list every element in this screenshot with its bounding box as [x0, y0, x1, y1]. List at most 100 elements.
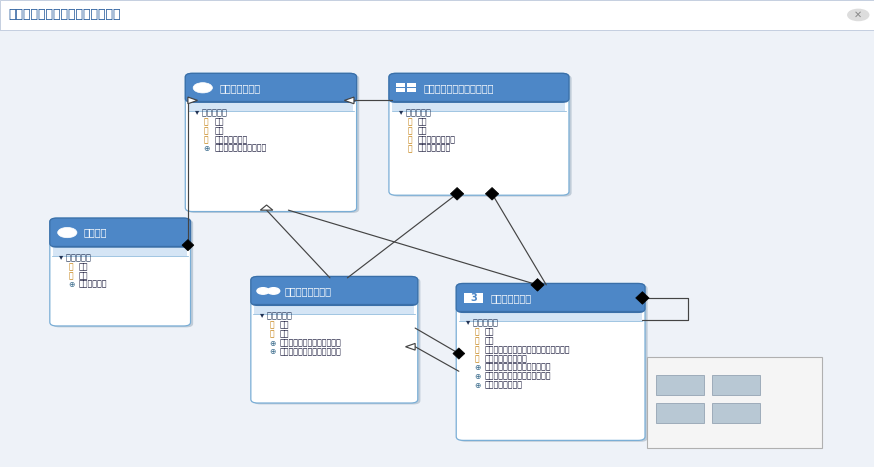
Text: ⊕: ⊕ [269, 339, 275, 347]
Text: ⚿: ⚿ [269, 321, 274, 330]
FancyBboxPatch shape [389, 73, 569, 102]
Bar [254, 304, 414, 314]
Bar [656, 375, 704, 395]
Text: ⚿: ⚿ [269, 330, 274, 339]
FancyBboxPatch shape [188, 75, 359, 213]
Polygon shape [531, 278, 545, 291]
Text: ⚿: ⚿ [204, 135, 208, 144]
Text: ⚿: ⚿ [407, 135, 412, 144]
FancyBboxPatch shape [456, 283, 645, 440]
Circle shape [193, 83, 212, 93]
Text: コンポーネント構造モデル構造図: コンポーネント構造モデル構造図 [9, 8, 121, 21]
Text: 説明: 説明 [418, 126, 427, 135]
FancyBboxPatch shape [52, 219, 193, 327]
FancyBboxPatch shape [456, 283, 645, 312]
Text: 提供インターフェースへの参照: 提供インターフェースへの参照 [485, 363, 551, 372]
Bar [189, 86, 353, 101]
FancyBboxPatch shape [253, 278, 420, 404]
Text: ⚿: ⚿ [475, 354, 479, 363]
Polygon shape [450, 188, 464, 200]
Text: インターフェース: インターフェース [285, 286, 332, 296]
Bar [396, 83, 405, 87]
FancyBboxPatch shape [392, 75, 572, 197]
Text: 名前: 名前 [418, 117, 427, 126]
Text: 3: 3 [470, 293, 477, 303]
Text: コンポーネント構造モデル: コンポーネント構造モデル [423, 83, 494, 93]
Polygon shape [406, 343, 415, 350]
Text: コンポーネント: コンポーネント [418, 144, 451, 153]
Text: ⚿: ⚿ [68, 262, 73, 271]
Text: ⊕: ⊕ [68, 280, 74, 289]
FancyBboxPatch shape [185, 73, 357, 102]
Bar [0, 0, 874, 30]
Bar [656, 403, 704, 423]
Text: 説明: 説明 [280, 329, 289, 338]
Text: ▾ フィールド: ▾ フィールド [260, 311, 292, 320]
Text: 名前: 名前 [214, 117, 224, 126]
Bar [712, 403, 760, 423]
Bar [460, 311, 642, 321]
Text: ✕: ✕ [854, 10, 863, 20]
Text: 要求コンポーネントへの参照: 要求コンポーネントへの参照 [280, 347, 342, 356]
Text: ⚿: ⚿ [204, 118, 208, 127]
Text: 名前: 名前 [280, 320, 289, 329]
Text: 説明: 説明 [79, 271, 88, 280]
Text: ⚿: ⚿ [475, 337, 479, 346]
Text: ⚿: ⚿ [475, 346, 479, 354]
Polygon shape [485, 188, 499, 200]
Text: 説明: 説明 [214, 126, 224, 135]
Text: 入力ユースケース: 入力ユースケース [485, 381, 523, 389]
Bar [189, 101, 353, 111]
Text: コンポーネント: コンポーネント [490, 293, 531, 303]
Text: モデルコメント: モデルコメント [214, 135, 247, 144]
Text: ⚿: ⚿ [475, 328, 479, 337]
Bar [254, 290, 414, 304]
Bar [460, 297, 642, 311]
Text: ⚿: ⚿ [407, 118, 412, 127]
Polygon shape [182, 240, 194, 251]
FancyBboxPatch shape [251, 276, 418, 403]
FancyBboxPatch shape [185, 73, 357, 212]
Text: サブコンポーネント: サブコンポーネント [485, 354, 528, 363]
Text: モデルコメントへの参照: モデルコメントへの参照 [214, 144, 267, 153]
Text: 基底モデル要素: 基底モデル要素 [219, 83, 260, 93]
FancyBboxPatch shape [50, 218, 191, 247]
Bar [712, 375, 760, 395]
Polygon shape [188, 97, 198, 104]
Polygon shape [344, 97, 354, 104]
Text: ⚿: ⚿ [204, 127, 208, 135]
Text: ⊕: ⊕ [204, 144, 210, 153]
Text: ⚿: ⚿ [68, 271, 73, 280]
Bar [407, 88, 416, 92]
Circle shape [257, 288, 269, 294]
Text: コメント: コメント [84, 227, 108, 238]
Text: ⊕: ⊕ [475, 381, 481, 390]
Bar [464, 293, 483, 303]
Text: ⊕: ⊕ [475, 363, 481, 372]
Polygon shape [260, 205, 273, 210]
Polygon shape [635, 291, 649, 304]
Text: ▾ フィールド: ▾ フィールド [399, 108, 430, 117]
Polygon shape [453, 348, 465, 359]
FancyBboxPatch shape [251, 276, 418, 305]
Text: インターフェース: インターフェース [418, 135, 455, 144]
Text: ⚿: ⚿ [407, 144, 412, 153]
Text: 説明: 説明 [485, 336, 495, 345]
Text: ⚿: ⚿ [407, 127, 412, 135]
Text: コメント対象: コメント対象 [79, 280, 108, 289]
Text: 提供コンポーネントへの参照: 提供コンポーネントへの参照 [280, 338, 342, 347]
Text: ▾ フィールド: ▾ フィールド [59, 253, 91, 262]
Text: 名前: 名前 [79, 262, 88, 271]
FancyBboxPatch shape [50, 218, 191, 326]
FancyBboxPatch shape [389, 73, 569, 195]
Bar [392, 101, 565, 111]
Text: 名前: 名前 [485, 327, 495, 336]
Text: ▾ フィールド: ▾ フィールド [466, 318, 497, 327]
Text: ▾ フィールド: ▾ フィールド [195, 108, 226, 117]
FancyBboxPatch shape [459, 285, 648, 442]
Text: サブコンポーネントのインターフェース: サブコンポーネントのインターフェース [485, 345, 571, 354]
Text: ⊕: ⊕ [475, 372, 481, 381]
Bar [396, 88, 405, 92]
Text: ⊕: ⊕ [269, 347, 275, 356]
Text: 要求インターフェースへの参照: 要求インターフェースへの参照 [485, 372, 551, 381]
